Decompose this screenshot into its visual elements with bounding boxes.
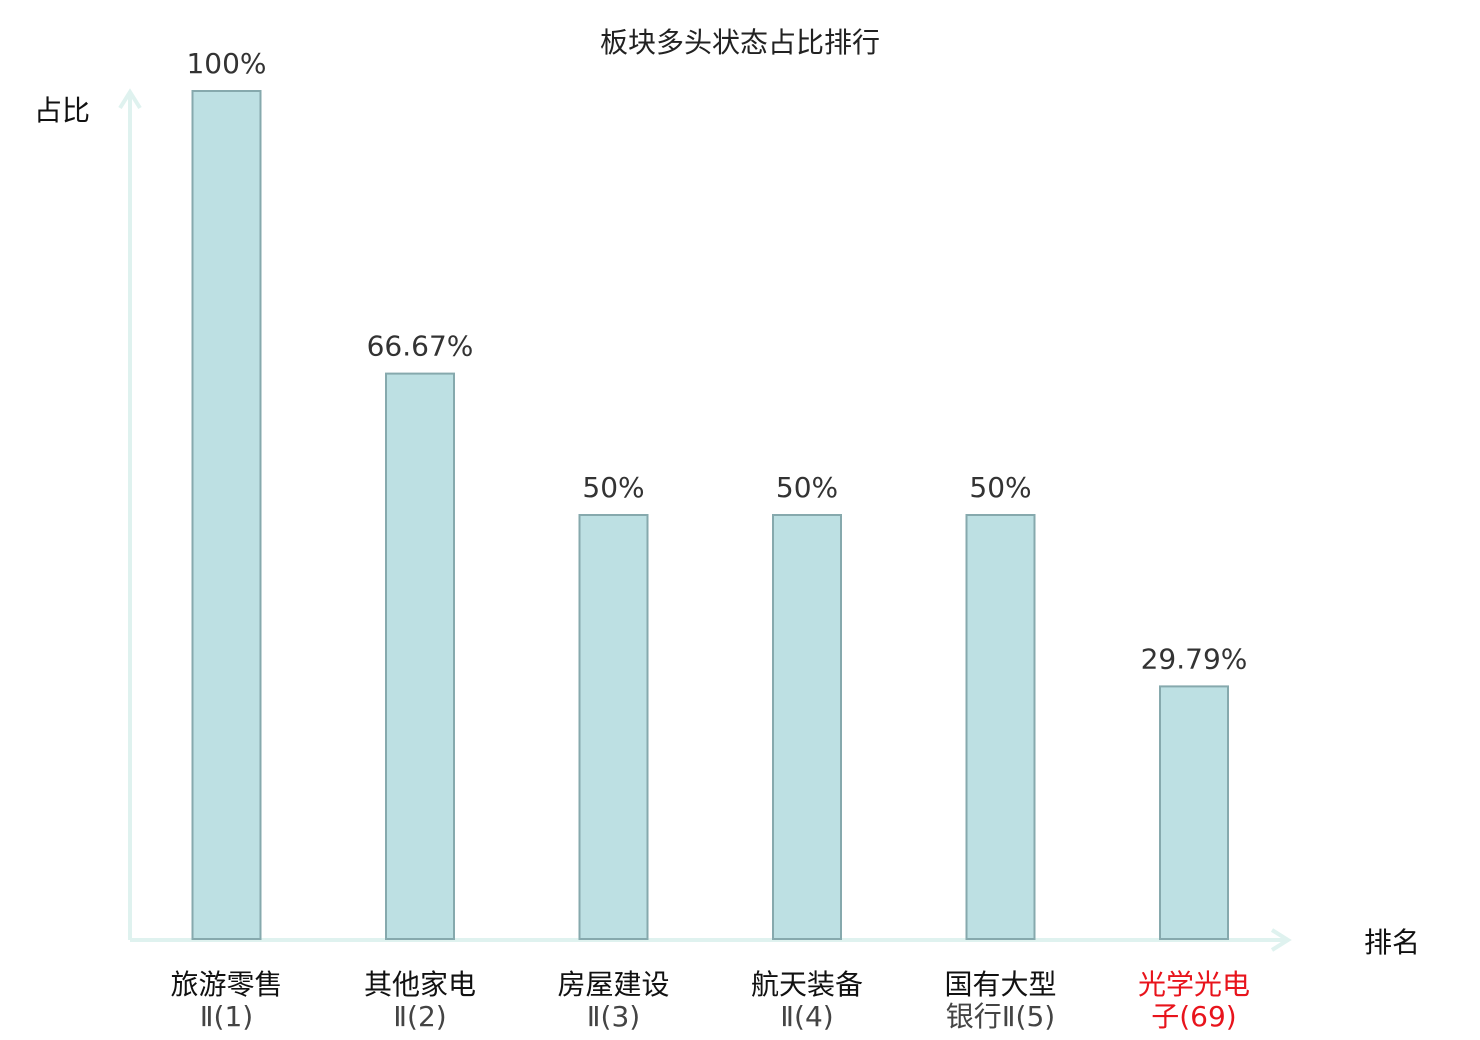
value-labels: 100% 66.67% 50% 50% 50% 29.79% bbox=[186, 47, 1247, 675]
x-axis bbox=[130, 928, 1292, 952]
category-label-line1: 其他家电 bbox=[364, 968, 476, 1001]
category-label-line1: 航天装备 bbox=[751, 968, 863, 1001]
category-label-line2: Ⅱ(2) bbox=[393, 1000, 446, 1033]
bar-value-label: 50% bbox=[582, 471, 644, 504]
bar bbox=[578, 514, 649, 940]
category-label-line2: Ⅱ(1) bbox=[200, 1000, 253, 1033]
bar bbox=[965, 514, 1036, 940]
bar-value-label: 50% bbox=[969, 471, 1031, 504]
category-label-line1: 旅游零售 bbox=[170, 968, 282, 1001]
category-label-line2: Ⅱ(3) bbox=[587, 1000, 640, 1033]
chart-title: 板块多头状态占比排行 bbox=[600, 26, 880, 59]
y-axis-label: 占比 bbox=[34, 94, 90, 127]
bar-value-label: 100% bbox=[186, 47, 266, 80]
category-label-line2: 银行Ⅱ(5) bbox=[946, 1000, 1055, 1033]
category-label-line1: 光学光电 bbox=[1138, 968, 1250, 1001]
bar bbox=[1159, 685, 1229, 941]
bar bbox=[772, 514, 842, 940]
x-axis-label: 排名 bbox=[1364, 926, 1420, 959]
bar-value-label: 66.67% bbox=[367, 330, 474, 363]
category-label-line1: 国有大型 bbox=[944, 968, 1056, 1001]
bar bbox=[191, 90, 262, 940]
bars bbox=[191, 90, 1229, 941]
bar-value-label: 50% bbox=[776, 471, 838, 504]
bar-value-label: 29.79% bbox=[1141, 642, 1248, 675]
bar bbox=[385, 372, 455, 941]
category-label-line1: 房屋建设 bbox=[557, 968, 669, 1001]
y-axis bbox=[118, 88, 142, 940]
category-label-line2: Ⅱ(4) bbox=[780, 1000, 833, 1033]
category-label-line2: 子(69) bbox=[1151, 1000, 1236, 1033]
